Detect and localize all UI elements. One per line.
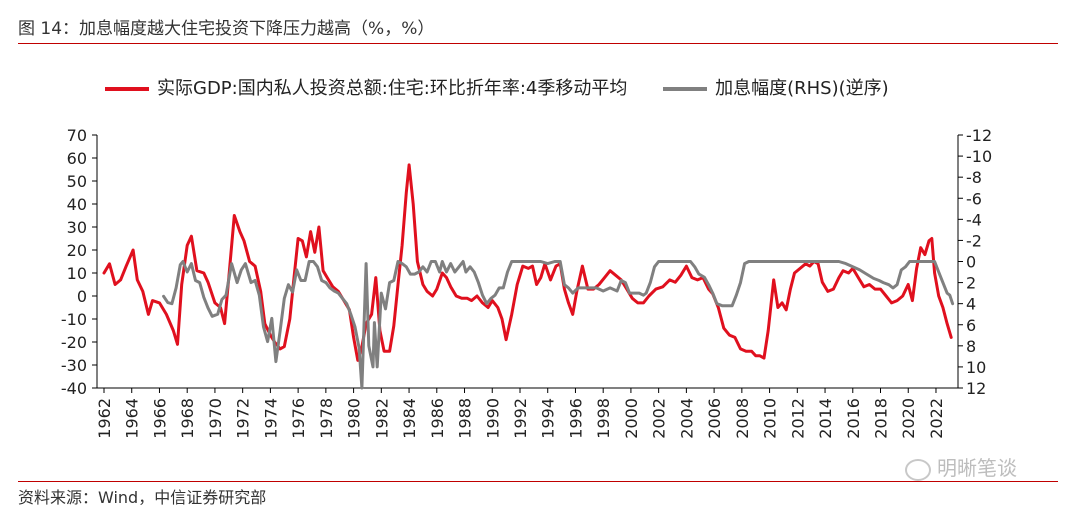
x-tick-label: 1968 — [178, 398, 197, 439]
x-tick-label: 1996 — [566, 398, 585, 439]
series-line-rate-hike — [162, 260, 955, 390]
left-tick-label: 10 — [67, 264, 87, 283]
left-tick-label: 30 — [67, 218, 87, 237]
left-tick-label: -30 — [61, 356, 87, 375]
x-tick-label: 2004 — [677, 398, 696, 439]
right-tick-label: 2 — [966, 274, 976, 293]
x-tick-label: 1974 — [261, 398, 280, 439]
x-tick-label: 1962 — [95, 398, 114, 439]
x-tick-label: 1986 — [428, 398, 447, 439]
left-tick-label: 20 — [67, 241, 87, 260]
x-tick-label: 1976 — [289, 398, 308, 439]
legend-item-gdp: 实际GDP:国内私人投资总额:住宅:环比折年率:4季移动平均 — [105, 74, 627, 100]
x-tick-label: 1970 — [206, 398, 225, 439]
right-tick-label: 4 — [966, 295, 976, 314]
right-tick-label: 8 — [966, 337, 976, 356]
right-tick-label: 12 — [966, 379, 986, 398]
chart-legend: 实际GDP:国内私人投资总额:住宅:环比折年率:4季移动平均 加息幅度(RHS)… — [105, 74, 919, 100]
right-tick-label: -4 — [966, 210, 982, 229]
right-tick-label: 0 — [966, 253, 976, 272]
watermark-text: 明晰笔谈 — [937, 456, 1017, 480]
left-tick-label: 50 — [67, 172, 87, 191]
x-tick-label: 1972 — [234, 398, 253, 439]
x-tick-label: 1978 — [317, 398, 336, 439]
legend-item-rate: 加息幅度(RHS)(逆序) — [663, 74, 889, 100]
x-tick-label: 2000 — [622, 398, 641, 439]
left-tick-label: 60 — [67, 149, 87, 168]
x-tick-label: 1990 — [483, 398, 502, 439]
left-tick-label: -40 — [61, 379, 87, 398]
title-divider — [18, 43, 1058, 44]
left-tick-label: 40 — [67, 195, 87, 214]
source-note: 资料来源：Wind，中信证券研究部 — [18, 488, 267, 507]
source-divider — [18, 481, 1058, 482]
figure-title: 图 14：加息幅度越大住宅投资下降压力越高（%，%） — [18, 19, 435, 39]
left-tick-label: -10 — [61, 310, 87, 329]
legend-label-rate: 加息幅度(RHS)(逆序) — [715, 78, 889, 99]
x-tick-label: 2020 — [899, 398, 918, 439]
x-tick-label: 1964 — [123, 398, 142, 439]
x-tick-label: 2002 — [650, 398, 669, 439]
right-tick-label: 10 — [966, 358, 986, 377]
left-tick-label: 0 — [77, 287, 87, 306]
legend-label-gdp: 实际GDP:国内私人投资总额:住宅:环比折年率:4季移动平均 — [157, 78, 628, 99]
x-tick-label: 2022 — [927, 398, 946, 439]
right-tick-label: -8 — [966, 168, 982, 187]
wechat-icon — [905, 458, 931, 481]
legend-swatch-gdp — [105, 87, 149, 91]
x-tick-label: 2006 — [705, 398, 724, 439]
x-tick-label: 1992 — [511, 398, 530, 439]
x-tick-label: 2012 — [788, 398, 807, 439]
watermark: 明晰笔谈 — [905, 452, 1017, 481]
right-tick-label: -6 — [966, 189, 982, 208]
x-tick-label: 2014 — [816, 398, 835, 439]
x-tick-label: 1984 — [400, 398, 419, 439]
right-tick-label: -2 — [966, 231, 982, 250]
x-tick-label: 1998 — [594, 398, 613, 439]
x-tick-label: 2010 — [761, 398, 780, 439]
left-tick-label: -20 — [61, 333, 87, 352]
right-tick-label: -10 — [966, 147, 992, 166]
x-tick-label: 1988 — [456, 398, 475, 439]
x-tick-label: 1966 — [150, 398, 169, 439]
x-tick-label: 2016 — [844, 398, 863, 439]
x-tick-label: 1980 — [345, 398, 364, 439]
right-tick-label: -12 — [966, 126, 992, 145]
x-tick-label: 1994 — [539, 398, 558, 439]
right-tick-label: 6 — [966, 316, 976, 335]
x-tick-label: 1982 — [372, 398, 391, 439]
left-tick-label: 70 — [67, 126, 87, 145]
legend-swatch-rate — [663, 87, 708, 91]
x-tick-label: 2018 — [872, 398, 891, 439]
x-tick-label: 2008 — [733, 398, 752, 439]
